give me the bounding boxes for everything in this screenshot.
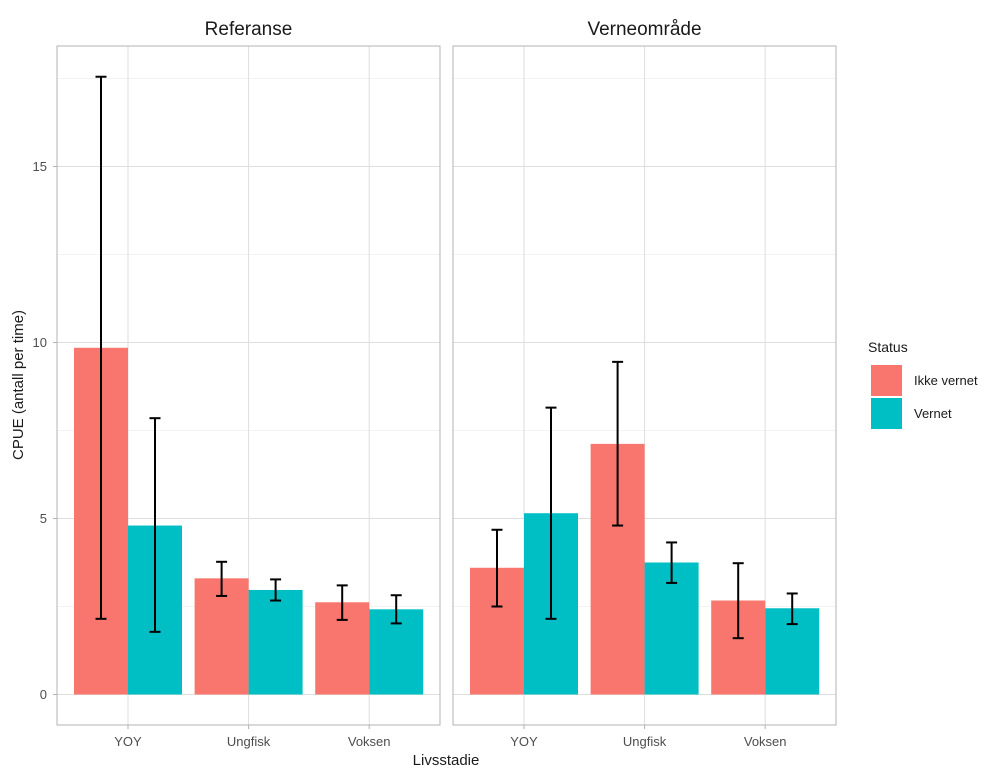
legend-label: Ikke vernet (914, 373, 978, 388)
facet-title: Referanse (205, 19, 293, 40)
x-tick-label: Voksen (348, 734, 391, 749)
legend-swatch (871, 398, 902, 429)
x-tick-label: Ungfisk (623, 734, 667, 749)
bar (194, 578, 249, 695)
y-tick-label: 15 (33, 159, 47, 174)
x-tick-label: Ungfisk (227, 734, 271, 749)
x-tick-label: Voksen (744, 734, 787, 749)
facet-title: Verneområde (587, 19, 701, 40)
legend-label: Vernet (914, 406, 952, 421)
y-axis-title: CPUE (antall per time) (10, 310, 27, 460)
y-tick-label: 0 (40, 687, 47, 702)
legend-title: Status (868, 339, 908, 355)
x-tick-label: YOY (510, 734, 538, 749)
y-tick-label: 5 (40, 511, 47, 526)
x-tick-label: YOY (114, 734, 142, 749)
y-tick-label: 10 (33, 335, 47, 350)
bar (644, 562, 699, 695)
x-axis-title: Livsstadie (413, 752, 480, 769)
legend-swatch (871, 365, 902, 396)
bar (248, 589, 303, 695)
